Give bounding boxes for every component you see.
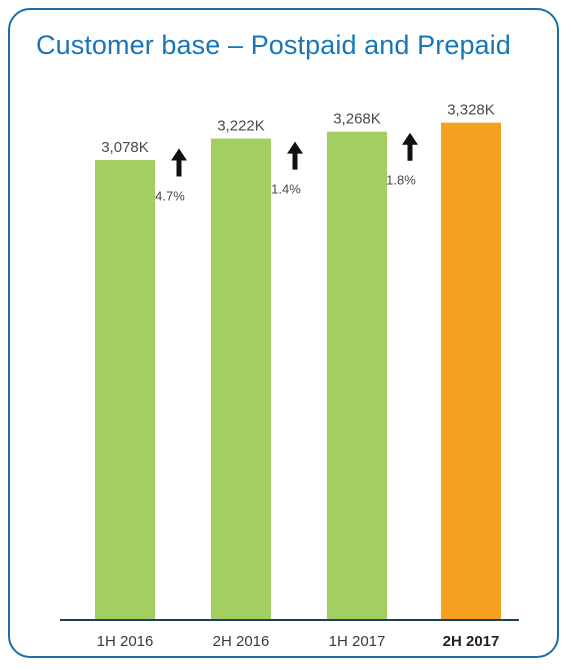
bar-1h-2016 [95,160,155,621]
data-label: 3,222K [217,118,265,135]
bar-2h-2016 [211,138,271,620]
x-tick-label: 1H 2016 [97,633,154,650]
growth-label: 1.4% [271,182,301,197]
bar-1h-2017 [327,131,387,621]
growth-label: 1.8% [386,173,416,188]
up-arrow-icon [287,141,303,170]
bar-2h-2017 [441,122,501,620]
x-tick-label: 1H 2017 [329,633,386,650]
data-label: 3,078K [101,139,149,156]
chart-title: Customer base – Postpaid and Prepaid [36,30,511,60]
up-arrow-icon [171,148,187,177]
data-label: 3,328K [447,102,495,119]
x-tick-label: 2H 2016 [213,633,270,650]
data-label: 3,268K [333,111,381,128]
up-arrow-icon [402,132,418,161]
x-tick-label: 2H 2017 [443,633,500,650]
growth-label: 4.7% [155,189,185,204]
